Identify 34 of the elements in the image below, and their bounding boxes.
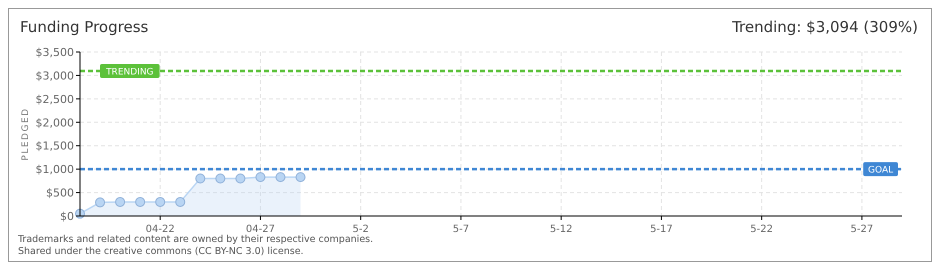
chart-title: Funding Progress — [20, 18, 149, 36]
x-tick-label: 5-12 — [550, 224, 573, 235]
y-tick-label: $0 — [60, 210, 74, 223]
ref-line-label: TRENDING — [105, 68, 154, 78]
point — [215, 174, 226, 184]
y-tick-label: $500 — [46, 186, 74, 200]
text: Trademarks and related content are owned by their respective companies. — [17, 234, 374, 245]
x-tick-label: 5-17 — [650, 224, 673, 235]
point — [255, 172, 266, 182]
point — [275, 172, 286, 182]
y-tick-label: $3,000 — [36, 69, 74, 82]
x-tick-label: 5-7 — [452, 224, 470, 235]
point — [95, 197, 106, 208]
x-tick-label: 5-2 — [352, 224, 369, 235]
point — [115, 196, 126, 207]
chart-subtitle: Trending: $3,094 (309%) — [731, 18, 918, 36]
point — [175, 196, 186, 207]
x-tick-label: 04-27 — [246, 224, 275, 235]
point — [155, 196, 166, 207]
x-tick-label: 04-22 — [146, 224, 175, 235]
y-axis-title: PLEDGED — [21, 107, 31, 161]
text: Shared under the creative commons (CC BY-NC 3.0) license. — [18, 246, 304, 257]
point — [235, 174, 246, 184]
y-tick-label: $2,500 — [36, 92, 74, 106]
point — [135, 196, 146, 207]
y-tick-label: $2,000 — [36, 116, 74, 130]
y-tick-label: $1,500 — [36, 140, 74, 153]
y-tick-label: $1,000 — [36, 163, 74, 176]
x-tick-label: 5-27 — [850, 224, 874, 235]
point — [296, 172, 306, 182]
y-tick-label: $3,500 — [36, 46, 74, 59]
ref-line-label: GOAL — [868, 166, 894, 176]
x-tick-label: 5-22 — [750, 224, 774, 235]
point — [195, 174, 206, 184]
